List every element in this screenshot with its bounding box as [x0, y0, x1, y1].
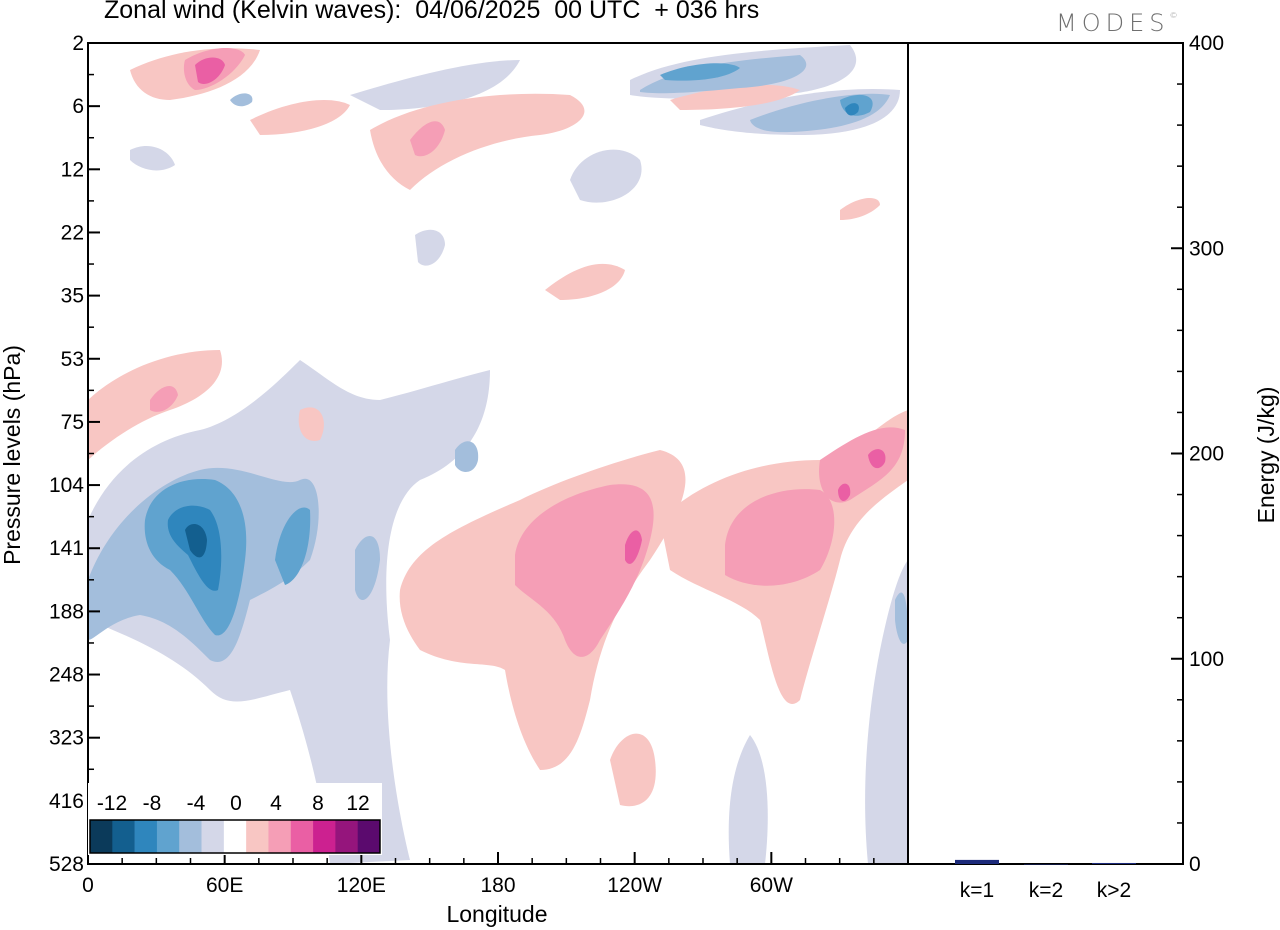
colorbar-swatch — [268, 820, 292, 853]
energy-bar — [1092, 862, 1136, 864]
neg-region-dark — [275, 507, 311, 585]
energy-bars — [955, 859, 1136, 865]
pos-region — [298, 407, 324, 441]
neg-region — [415, 229, 445, 266]
neg-region — [350, 60, 520, 110]
longitude-tick-label: 120E — [337, 874, 386, 897]
colorbar-label: -4 — [187, 792, 206, 815]
colorbar-swatch — [246, 820, 269, 853]
pos-region — [370, 93, 585, 190]
pos-region-mid — [410, 121, 445, 157]
pressure-tick-label: 323 — [49, 727, 84, 750]
pressure-tick-label: 6 — [72, 95, 84, 118]
pressure-tick-label: 416 — [49, 790, 84, 813]
pos-region — [610, 733, 656, 807]
pos-region-dark — [838, 483, 851, 502]
longitude-tick-label: 60E — [206, 874, 243, 897]
colorbar-label: 0 — [230, 792, 242, 815]
energy-tick-label: 400 — [1189, 32, 1224, 55]
colorbar-swatch — [357, 820, 381, 853]
pos-region-mid — [725, 489, 835, 586]
pressure-tick-label: 22 — [61, 221, 84, 244]
colorbar: -12 -8 -4 0 4 8 12 — [88, 783, 382, 855]
neg-region-dark — [660, 63, 740, 81]
neg-region-mid — [895, 592, 908, 644]
x-axis-title: Longitude — [446, 901, 547, 927]
pos-region-mid — [150, 385, 178, 412]
neg-region — [570, 149, 642, 203]
longitude-axis: 0 60E 120E 180 120W 60W — [82, 852, 875, 897]
wavenumber-label: k>2 — [1097, 879, 1131, 902]
pressure-tick-label: 35 — [61, 285, 84, 308]
energy-axis: 0 100 200 300 400 — [1171, 32, 1224, 876]
pos-region — [670, 84, 800, 110]
colorbar-swatch — [156, 820, 180, 853]
energy-tick-label: 300 — [1189, 237, 1224, 260]
energy-bar — [955, 859, 999, 864]
pressure-tick-label: 188 — [49, 600, 84, 623]
pos-region-mid — [819, 427, 905, 503]
pressure-tick-label: 528 — [49, 853, 84, 876]
energy-tick-label: 200 — [1189, 443, 1224, 466]
neg-region-mid — [355, 536, 380, 600]
neg-region-mid — [455, 441, 479, 472]
neg-region-core — [185, 524, 207, 558]
pos-region — [545, 263, 625, 300]
y-axis-title: Pressure levels (hPa) — [0, 345, 25, 565]
longitude-tick-label: 120W — [607, 874, 662, 897]
modes-logo: MODES© — [1056, 9, 1178, 37]
colorbar-label: -8 — [143, 792, 162, 815]
energy-panel-frame — [907, 42, 1184, 865]
colorbar-swatch — [179, 820, 202, 853]
pressure-axis: 2 6 12 22 35 53 75 104 141 188 248 323 416 528 — [49, 32, 100, 876]
energy-axis-title: Energy (J/kg) — [1253, 387, 1279, 524]
pos-region — [250, 100, 350, 135]
pressure-tick-label: 248 — [49, 664, 84, 687]
pressure-tick-label: 141 — [49, 537, 84, 560]
pos-region — [840, 198, 880, 220]
pressure-tick-label: 104 — [49, 474, 84, 497]
pos-region-dark — [625, 530, 642, 564]
wavenumber-label: k=2 — [1029, 879, 1063, 902]
longitude-tick-label: 180 — [480, 874, 515, 897]
colorbar-frame — [89, 819, 381, 854]
colorbar-swatch — [223, 820, 247, 853]
colorbar-swatch — [90, 820, 113, 853]
pressure-tick-label: 2 — [72, 32, 84, 55]
pos-region-dark — [195, 57, 225, 85]
neg-region — [130, 145, 175, 171]
energy-tick-label: 0 — [1189, 853, 1201, 876]
energy-bar — [1024, 864, 1068, 865]
colorbar-swatch — [335, 820, 358, 853]
wavenumber-labels: k=1 k=2 k>2 — [960, 879, 1131, 902]
longitude-tick-label: 0 — [82, 874, 94, 897]
pressure-tick-label: 53 — [61, 348, 84, 371]
colorbar-swatch — [313, 820, 336, 853]
colorbar-swatch — [201, 820, 225, 853]
colorbar-label: 8 — [312, 792, 324, 815]
pos-region-mid — [515, 484, 654, 657]
pressure-tick-label: 12 — [61, 158, 84, 181]
colorbar-swatch — [112, 820, 135, 853]
neg-region — [865, 560, 908, 864]
energy-tick-label: 100 — [1189, 648, 1224, 671]
longitude-tick-label: 60W — [750, 874, 793, 897]
colorbar-swatch — [290, 820, 314, 853]
colorbar-label: 12 — [346, 792, 369, 815]
pressure-tick-label: 75 — [61, 411, 84, 434]
colorbar-label: 4 — [270, 792, 282, 815]
chart-title: Zonal wind (Kelvin waves): 04/06/2025 00… — [104, 0, 760, 24]
colorbar-label: -12 — [97, 792, 127, 815]
pos-region-dark — [868, 449, 886, 469]
neg-region-deep — [845, 103, 859, 116]
wavenumber-label: k=1 — [960, 879, 994, 902]
neg-region — [728, 735, 768, 864]
neg-region-mid — [230, 93, 253, 107]
colorbar-swatch — [134, 820, 158, 853]
zonal-wind-field — [88, 45, 908, 864]
